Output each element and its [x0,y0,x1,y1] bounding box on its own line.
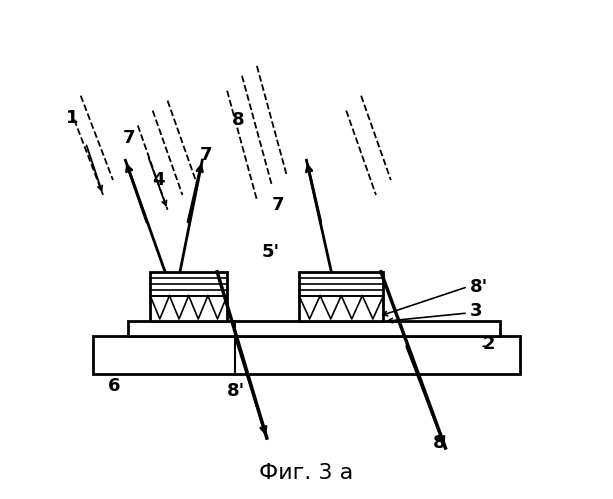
Bar [128,321,500,336]
Text: 8': 8' [227,382,245,400]
Text: 3: 3 [470,302,483,320]
Text: 8': 8' [470,277,489,296]
Text: 8: 8 [232,111,245,129]
Text: 7: 7 [200,146,212,164]
Text: 6: 6 [108,377,121,395]
Bar [93,336,520,374]
Bar [299,272,383,321]
Text: 2: 2 [482,335,495,353]
Text: 5': 5' [262,243,280,261]
Text: 1: 1 [66,109,78,127]
Text: 8: 8 [433,434,446,452]
Text: 7: 7 [123,129,135,147]
Bar [150,272,227,321]
Text: 7: 7 [272,196,284,214]
Text: 4: 4 [153,171,165,189]
Text: Фиг. 3 а: Фиг. 3 а [259,463,354,483]
